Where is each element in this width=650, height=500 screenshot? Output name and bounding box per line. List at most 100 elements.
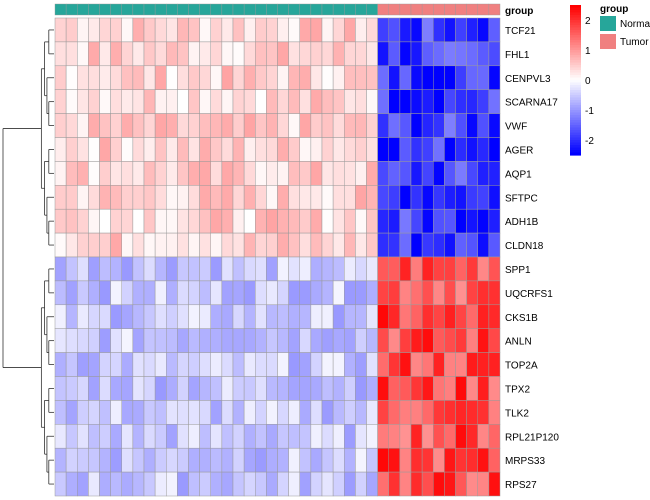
- heatmap-cell: [332, 424, 345, 449]
- heatmap-cell: [143, 376, 156, 401]
- heatmap-cell: [299, 41, 312, 67]
- heatmap-cell: [88, 280, 100, 306]
- heatmap-cell: [344, 232, 356, 258]
- heatmap-cell: [121, 424, 134, 449]
- heatmap-cell: [433, 65, 445, 90]
- heatmap-cell: [65, 447, 78, 473]
- annotation-cell: [210, 3, 223, 16]
- colorbar-segment: [570, 75, 581, 79]
- heatmap-cell: [399, 471, 412, 497]
- heatmap-cell: [221, 208, 234, 234]
- heatmap-cell: [77, 352, 89, 377]
- heatmap-cell: [366, 232, 378, 258]
- heatmap-cell: [444, 232, 456, 258]
- heatmap-cell: [366, 400, 378, 425]
- heatmap-cell: [232, 89, 245, 114]
- heatmap-cell: [277, 161, 289, 186]
- heatmap-cell: [366, 376, 378, 401]
- colorbar-segment: [570, 122, 581, 126]
- heatmap-cell: [99, 232, 111, 258]
- heatmap-cell: [88, 113, 100, 138]
- heatmap-cell: [177, 65, 189, 90]
- row-dendrogram: [2, 29, 54, 485]
- colorbar-segment: [570, 37, 581, 41]
- heatmap-cell: [77, 17, 89, 43]
- heatmap-cell: [421, 328, 434, 353]
- heatmap-cell: [143, 161, 156, 186]
- heatmap-cell: [488, 424, 501, 449]
- heatmap-cell: [266, 424, 278, 449]
- heatmap-cell: [110, 208, 122, 234]
- heatmap-cell: [255, 232, 267, 258]
- heatmap-cell: [388, 400, 401, 425]
- heatmap-cell: [221, 185, 234, 210]
- heatmap-cell: [199, 185, 211, 210]
- heatmap-cell: [355, 17, 367, 43]
- heatmap-cell: [455, 424, 467, 449]
- heatmap-cell: [132, 41, 145, 67]
- colorbar-segment: [570, 15, 581, 19]
- colorbar-segment: [570, 60, 581, 64]
- heatmap-cell: [388, 471, 401, 497]
- heatmap-cell: [210, 328, 223, 353]
- heatmap-cell: [210, 137, 223, 162]
- heatmap-cell: [410, 352, 423, 377]
- heatmap-cell: [54, 376, 67, 401]
- heatmap-cell: [321, 447, 334, 473]
- heatmap-cell: [232, 17, 245, 43]
- heatmap-cell: [188, 41, 200, 67]
- colorbar-segment: [570, 82, 581, 86]
- legend-label: Normal: [620, 19, 650, 30]
- annotation-cell: [355, 3, 367, 16]
- heatmap-cell: [444, 161, 456, 186]
- heatmap-cell: [143, 352, 156, 377]
- heatmap-cell: [154, 208, 167, 234]
- heatmap-cell: [154, 89, 167, 114]
- heatmap-cell: [255, 400, 267, 425]
- heatmap-cell: [188, 304, 200, 329]
- heatmap-cell: [255, 89, 267, 114]
- heatmap-cell: [199, 208, 211, 234]
- heatmap-cell: [154, 280, 167, 306]
- heatmap-cell: [321, 17, 334, 43]
- heatmap-cell: [255, 137, 267, 162]
- heatmap-cell: [288, 208, 300, 234]
- heatmap-cell: [166, 400, 178, 425]
- annotation-cell: [410, 3, 423, 16]
- heatmap-cell: [299, 328, 312, 353]
- heatmap-cell: [388, 328, 401, 353]
- heatmap-cell: [455, 65, 467, 90]
- heatmap-cell: [377, 113, 389, 138]
- heatmap-cell: [332, 113, 345, 138]
- heatmap-cell: [421, 65, 434, 90]
- colorbar-segment: [570, 107, 581, 111]
- heatmap-cell: [65, 232, 78, 258]
- heatmap-cell: [477, 65, 490, 90]
- heatmap-cell: [355, 376, 367, 401]
- heatmap-cell: [255, 41, 267, 67]
- colorbar-segment: [570, 150, 581, 154]
- colorbar-segment: [570, 92, 581, 96]
- heatmap-cell: [399, 41, 412, 67]
- colorbar-segment: [570, 10, 581, 14]
- heatmap-cell: [310, 161, 323, 186]
- heatmap-cell: [277, 41, 289, 67]
- heatmap-cell: [410, 232, 423, 258]
- heatmap-cell: [288, 376, 300, 401]
- heatmap-cell: [455, 328, 467, 353]
- heatmap-cell: [199, 41, 211, 67]
- heatmap-cell: [143, 185, 156, 210]
- heatmap-cell: [344, 208, 356, 234]
- heatmap-cell: [166, 304, 178, 329]
- heatmap-cell: [455, 208, 467, 234]
- heatmap-cell: [255, 352, 267, 377]
- heatmap-cell: [466, 256, 478, 282]
- heatmap-cell: [199, 304, 211, 329]
- heatmap-cell: [232, 137, 245, 162]
- heatmap-cell: [143, 304, 156, 329]
- heatmap-cell: [444, 185, 456, 210]
- heatmap-cell: [299, 352, 312, 377]
- heatmap-cell: [188, 185, 200, 210]
- heatmap-cell: [110, 424, 122, 449]
- heatmap-cell: [154, 232, 167, 258]
